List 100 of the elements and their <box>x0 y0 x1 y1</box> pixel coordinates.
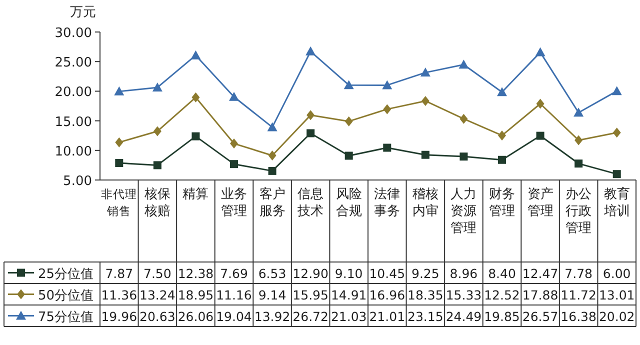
point <box>497 87 507 96</box>
point <box>344 116 353 126</box>
point <box>458 60 469 69</box>
data-label: 7.78 <box>564 266 593 281</box>
data-label: 21.01 <box>369 308 406 324</box>
data-label: 16.38 <box>560 308 597 324</box>
x-tick-label: 资产管理 <box>527 187 554 219</box>
point <box>192 132 200 140</box>
point <box>574 108 584 117</box>
data-label: 12.52 <box>484 287 520 302</box>
y-tick-label: 25.00 <box>54 56 92 71</box>
data-label: 12.47 <box>522 266 558 281</box>
data-label: 11.72 <box>560 287 596 302</box>
point <box>382 80 392 90</box>
point <box>230 160 238 168</box>
x-tick-label: 精算 <box>182 187 209 202</box>
data-label: 8.40 <box>488 266 516 281</box>
point <box>344 152 353 160</box>
point <box>612 128 621 138</box>
data-label: 9.25 <box>412 266 440 281</box>
x-tick-label: 客户服务 <box>259 186 286 219</box>
data-label: 10.45 <box>369 266 406 281</box>
data-label: 24.49 <box>446 308 482 324</box>
point <box>383 144 392 152</box>
y-tick-label: 15.00 <box>54 114 92 130</box>
point <box>498 130 506 140</box>
data-label: 26.72 <box>292 308 328 324</box>
point <box>420 68 430 77</box>
point <box>344 80 354 90</box>
data-label: 21.03 <box>330 308 367 324</box>
data-label: 17.88 <box>522 287 558 302</box>
point <box>306 46 316 56</box>
x-tick-label: 核保核赔 <box>143 187 170 219</box>
data-label: 19.85 <box>484 308 520 324</box>
data-label: 16.96 <box>369 287 406 302</box>
data-label: 6.00 <box>602 266 631 281</box>
x-tick-label: 业务管理 <box>221 187 247 219</box>
y-tick-label: 5.00 <box>63 174 92 189</box>
point <box>574 135 583 146</box>
x-tick-label: 稽核内审 <box>412 187 438 219</box>
x-tick-label: 法律事务 <box>374 187 400 219</box>
data-label: 20.02 <box>598 308 635 324</box>
data-label: 9.14 <box>258 287 286 302</box>
data-label: 23.15 <box>408 308 444 324</box>
legend-label: 50分位值 <box>38 288 94 304</box>
point <box>152 82 162 92</box>
data-label: 7.50 <box>144 266 172 281</box>
data-label: 15.95 <box>292 287 328 302</box>
y-tick-label: 30.00 <box>54 26 92 41</box>
data-label: 12.38 <box>178 266 214 281</box>
data-label: 7.87 <box>105 266 134 281</box>
data-label: 13.24 <box>140 287 176 302</box>
point <box>192 92 200 102</box>
legend-label: 25分位值 <box>38 266 94 282</box>
data-label: 7.69 <box>220 266 248 281</box>
x-tick-label: 财务管理 <box>489 187 515 219</box>
point <box>230 138 238 149</box>
point <box>115 137 124 148</box>
y-tick-label: 10.00 <box>54 144 92 160</box>
point <box>460 152 468 161</box>
x-tick-label: 风险合规 <box>336 187 362 219</box>
point <box>421 150 430 159</box>
point <box>383 104 392 114</box>
point <box>498 156 506 164</box>
point <box>229 92 239 101</box>
point <box>612 170 621 178</box>
point <box>612 86 622 96</box>
x-tick-label: 非代理销售 <box>101 187 138 218</box>
data-label: 14.91 <box>330 287 367 302</box>
point <box>267 122 278 132</box>
y-axis-title: 万元 <box>70 5 96 20</box>
data-label: 26.06 <box>178 308 214 324</box>
data-label: 8.96 <box>450 266 478 281</box>
point <box>574 160 583 168</box>
point <box>306 129 315 138</box>
x-tick-label: 信息技术 <box>296 187 324 219</box>
x-tick-label: 人力资源管理 <box>450 187 477 236</box>
point <box>536 98 544 109</box>
point <box>114 86 124 96</box>
data-label: 20.63 <box>140 308 176 324</box>
point <box>115 159 124 168</box>
data-label: 9.10 <box>334 266 363 281</box>
data-label: 15.33 <box>446 287 482 302</box>
data-label: 19.96 <box>101 308 138 324</box>
point <box>535 47 546 56</box>
point <box>190 50 201 60</box>
data-label: 12.90 <box>292 266 329 281</box>
legend-label: 75分位值 <box>38 310 94 325</box>
point <box>460 114 468 124</box>
data-label: 19.04 <box>216 308 252 324</box>
data-label: 13.92 <box>254 308 290 324</box>
data-label: 6.53 <box>258 266 286 281</box>
point <box>153 161 162 170</box>
point <box>268 150 276 160</box>
data-label: 11.16 <box>216 287 252 302</box>
data-label: 26.57 <box>522 308 558 324</box>
point <box>268 166 276 175</box>
x-tick-label: 办公行政管理 <box>566 187 592 236</box>
point <box>536 132 544 140</box>
data-label: 18.35 <box>408 287 444 302</box>
